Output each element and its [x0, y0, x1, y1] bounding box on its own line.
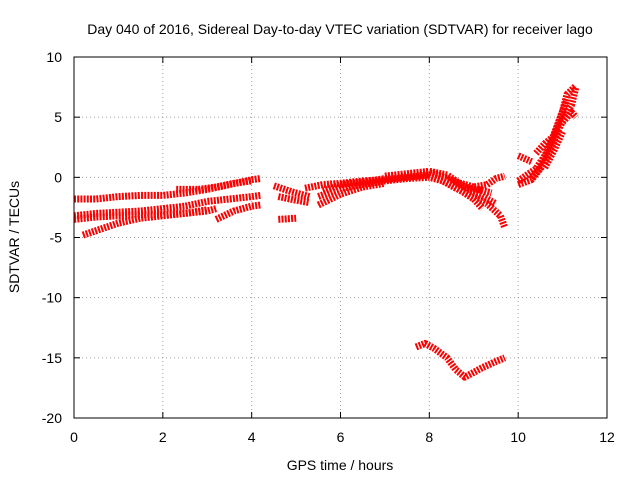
y-tick-label: 10 [46, 49, 62, 65]
series-track-13 [316, 179, 386, 209]
series-track-2 [73, 191, 262, 220]
series-track-15 [455, 172, 506, 191]
x-tick-label: 10 [510, 429, 526, 445]
tick-labels: 0 2 4 6 8 10 12 10 5 0 -5 -10 -15 -20 [42, 49, 615, 445]
x-tick-label: 6 [337, 429, 345, 445]
y-tick-label: 5 [54, 109, 62, 125]
y-axis-label: SDTVAR / TECUs [6, 181, 22, 293]
series-track-21 [528, 97, 571, 181]
series-track-17 [414, 339, 507, 381]
data-series [73, 83, 580, 381]
series-track-5 [176, 177, 253, 193]
series-track-6 [214, 201, 262, 223]
series-track-12 [304, 171, 486, 211]
series-track-16 [477, 186, 493, 197]
x-tick-label: 8 [425, 429, 433, 445]
series-track-9 [278, 214, 297, 223]
y-tick-label: 0 [54, 169, 62, 185]
series-track-22 [533, 108, 579, 156]
y-tick-label: -20 [42, 410, 62, 426]
y-tick-label: -10 [42, 290, 62, 306]
x-tick-label: 2 [159, 429, 167, 445]
series-track-19 [516, 86, 580, 188]
chart-title: Day 040 of 2016, Sidereal Day-to-day VTE… [87, 21, 593, 37]
x-tick-label: 0 [70, 429, 78, 445]
series-track-20 [516, 83, 579, 184]
grid-lines [74, 57, 607, 418]
series-track-23 [541, 130, 566, 170]
x-tick-label: 12 [599, 429, 615, 445]
axis-ticks [73, 56, 608, 419]
series-track-18 [516, 152, 533, 165]
x-tick-label: 4 [248, 429, 256, 445]
y-tick-label: -15 [42, 350, 62, 366]
y-tick-label: -5 [50, 230, 63, 246]
x-axis-label: GPS time / hours [287, 457, 394, 473]
series-track-8 [277, 193, 311, 207]
